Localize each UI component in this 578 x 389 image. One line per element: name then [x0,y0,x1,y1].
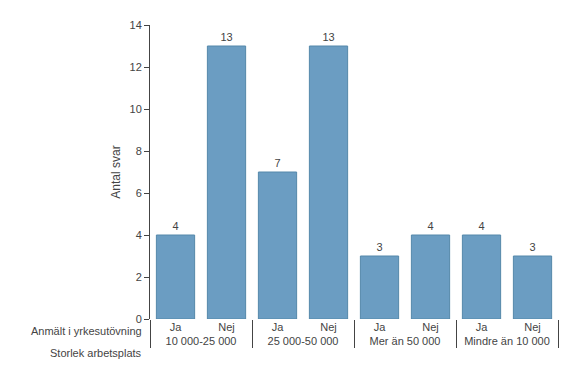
svg-text:12: 12 [130,61,142,73]
svg-text:Nej: Nej [524,321,541,333]
svg-text:13: 13 [220,31,232,43]
svg-text:10: 10 [130,103,142,115]
svg-text:3: 3 [376,241,382,253]
svg-text:3: 3 [529,241,535,253]
svg-text:10 000-25 000: 10 000-25 000 [166,335,237,347]
svg-text:Ja: Ja [476,321,489,333]
svg-text:4: 4 [136,229,142,241]
svg-text:Ja: Ja [374,321,387,333]
svg-text:Mindre än 10 000: Mindre än 10 000 [464,335,550,347]
svg-text:Anmält i yrkesutövning: Anmält i yrkesutövning [31,325,142,337]
svg-text:Nej: Nej [218,321,235,333]
svg-text:14: 14 [130,19,142,31]
svg-text:Ja: Ja [272,321,285,333]
svg-text:13: 13 [322,31,334,43]
svg-text:25 000-50 000: 25 000-50 000 [268,335,339,347]
svg-text:6: 6 [136,187,142,199]
svg-text:Antal svar: Antal svar [109,145,123,198]
svg-text:7: 7 [274,157,280,169]
svg-text:2: 2 [136,271,142,283]
svg-text:8: 8 [136,145,142,157]
svg-text:Storlek arbetsplats: Storlek arbetsplats [50,347,142,359]
svg-text:Mer än 50 000: Mer än 50 000 [370,335,441,347]
svg-text:4: 4 [172,220,178,232]
svg-text:Nej: Nej [320,321,337,333]
svg-text:Ja: Ja [170,321,183,333]
svg-text:4: 4 [478,220,484,232]
svg-text:0: 0 [136,313,142,325]
svg-text:4: 4 [427,220,433,232]
svg-text:Nej: Nej [422,321,439,333]
